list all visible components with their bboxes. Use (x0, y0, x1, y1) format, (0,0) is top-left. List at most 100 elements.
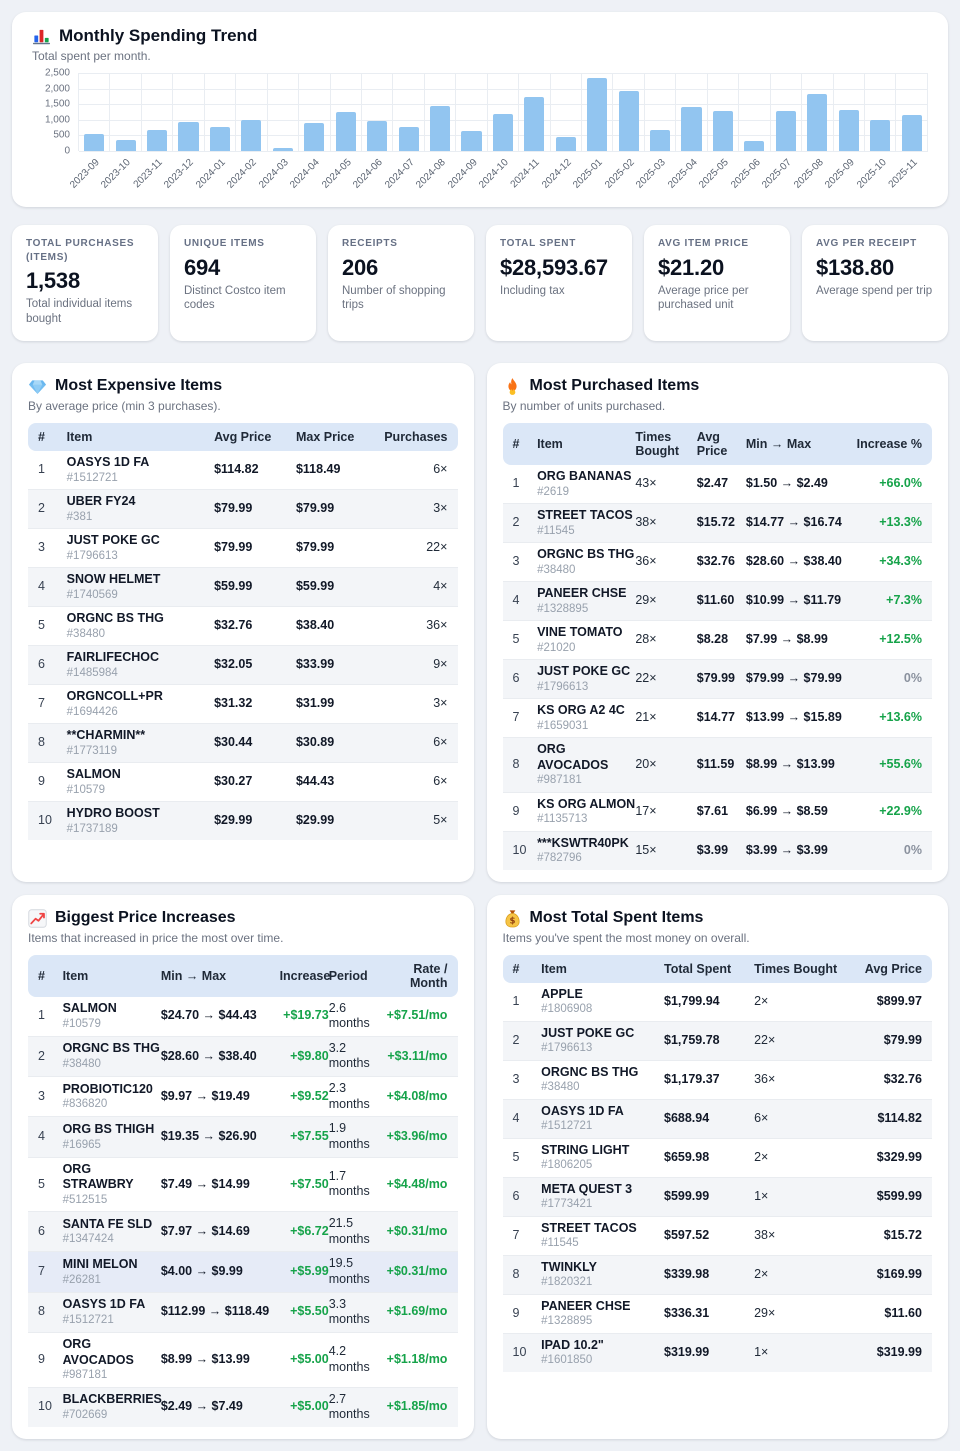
bar-2024-07 (398, 126, 419, 151)
cell-rank: 8 (38, 735, 45, 750)
item-name: **CHARMIN** (66, 727, 146, 742)
cell-increase: +$5.00 (290, 1351, 329, 1366)
cell-total: $599.99 (664, 1188, 710, 1203)
cell-increase: +$7.50 (290, 1176, 329, 1191)
table-row: 4 ORG BS THIGH #16965 $19.35 → $26.90 +$7.55… (28, 1117, 458, 1158)
bar-slot (268, 73, 300, 151)
table-row: 1 ORG BANANAS #2619 43× $2.47 $1.50 → $2.49 +6… (502, 465, 932, 504)
cell-item: SANTA FE SLD #1347424 (63, 1217, 161, 1247)
cell-rank: 4 (38, 579, 45, 594)
table-header-row: # Item Avg Price Max Price Purchases (28, 422, 458, 451)
table-row: 2 UBER FY24 #381 $79.99 $79.99 3× (28, 489, 458, 529)
bar-slot (676, 73, 708, 151)
x-tick-label: 2023-11 (131, 157, 165, 191)
cell-max: $79.99 (295, 540, 335, 555)
bar-slot (896, 73, 928, 151)
cell-minmax: $28.60 → $38.40 (745, 554, 842, 569)
cell-purchases: 5× (433, 813, 448, 828)
item-code: #1773119 (66, 744, 117, 757)
item-name: STREET TACOS (537, 507, 633, 522)
item-code: #10579 (62, 1017, 101, 1030)
x-tick-label: 2025-06 (728, 157, 763, 191)
item-code: #782796 (537, 852, 582, 865)
cell-rank: 3 (38, 1088, 45, 1103)
item-name: ORG AVOCADOS (537, 741, 609, 772)
cell-item: META QUEST 3 #1773421 (541, 1182, 664, 1212)
column-header-increase: Increase % (856, 436, 922, 451)
chart-x-axis: 2023-09 2023-10 2023-11 2023-12 2024-01 2024-… (68, 151, 928, 197)
chart-card-header: Monthly Spending Trend (32, 26, 928, 46)
cell-period: 2.6 months (328, 1000, 370, 1031)
cell-item: ORGNC BS THG #38480 (537, 547, 635, 577)
item-name: ORG AVOCADOS (62, 1336, 134, 1367)
stat-card-receipts: RECEIPTS 206 Number of shopping trips (328, 225, 474, 341)
bar-chart-icon (32, 27, 51, 46)
x-tick-label: 2025-05 (697, 157, 732, 191)
table-row: 10 ***KSWTR40PK #782796 15× $3.99 $3.99 → $3.… (502, 831, 932, 870)
table-row: 1 OASYS 1D FA #1512721 $114.82 $118.49 6× (28, 451, 458, 490)
cell-rank: 8 (512, 1266, 520, 1281)
table-card-header: Most Expensive Items (28, 377, 458, 396)
bar-2024-10 (492, 113, 513, 151)
cell-times: 36× (754, 1071, 776, 1086)
cell-increase: +13.3% (879, 515, 922, 530)
item-name: SALMON (66, 766, 121, 781)
item-code: #38480 (541, 1081, 580, 1094)
item-code: #1773421 (541, 1198, 593, 1211)
item-code: #987181 (537, 774, 582, 787)
item-name: TWINKLY (541, 1259, 597, 1274)
bar-2025-05 (712, 111, 733, 151)
x-tick-label: 2023-09 (67, 157, 102, 191)
tables-grid: Most Expensive Items By average price (m… (12, 362, 948, 1439)
cell-rank: 3 (38, 540, 45, 555)
monthly-spending-chart: 2,500 2,000 1,500 1,000 500 0 2023-09 2023-10 2… (32, 68, 928, 197)
item-code: #10579 (66, 783, 106, 796)
cell-increase: +7.3% (886, 593, 922, 608)
cell-max: $79.99 (295, 501, 335, 516)
bar-slot (362, 73, 394, 151)
cell-item: ORGNC BS THG #38480 (541, 1065, 664, 1095)
bar-2025-04 (681, 106, 702, 151)
cell-increase: +$9.52 (290, 1088, 329, 1103)
cell-item: OASYS 1D FA #1512721 (67, 455, 214, 485)
column-header-avg: Avg Price (864, 961, 922, 976)
chart-subtitle: Total spent per month. (32, 49, 151, 63)
item-code: #1328895 (541, 1315, 593, 1328)
bar-slot (613, 73, 645, 151)
stat-card-total-purchases: TOTAL PURCHASES (ITEMS) 1,538 Total indi… (12, 225, 158, 341)
most-purchased-items-card: Most Purchased Items By number of units … (486, 362, 948, 882)
y-tick-label: 2,500 (44, 67, 70, 79)
table-card-header: Biggest Price Increases (28, 908, 458, 928)
cell-item: KS ORG A2 4C #1659031 (537, 703, 635, 733)
cell-rate: +$1.18/mo (386, 1351, 448, 1366)
cell-times: 2× (754, 993, 769, 1008)
item-code: #1796613 (66, 549, 118, 562)
cell-times: 28× (635, 632, 657, 647)
cell-avg: $79.99 (883, 1032, 922, 1047)
chart-y-axis: 2,500 2,000 1,500 1,000 500 0 (32, 68, 78, 157)
cell-item: ORGNC BS THG #38480 (63, 1041, 161, 1071)
cell-minmax: $1.50 → $2.49 (745, 476, 828, 491)
cell-times: 1× (754, 1344, 769, 1359)
table-row: 8 TWINKLY #1820321 $339.98 2× $169.99 (502, 1255, 932, 1295)
chart-title: Monthly Spending Trend (59, 26, 258, 45)
bar-2025-02 (618, 90, 639, 151)
column-header-increase: Increase (279, 968, 331, 983)
cell-item: ORG STRAWBRY #512515 (63, 1162, 161, 1208)
cell-avg: $32.76 (883, 1071, 922, 1086)
cell-rank: 5 (512, 1149, 520, 1164)
bar-slot (173, 73, 205, 151)
bar-2025-11 (901, 114, 922, 151)
table-row: 3 ORGNC BS THG #38480 36× $32.76 $28.60 → $38… (502, 543, 932, 582)
cell-rank: 7 (38, 1264, 45, 1279)
cell-item: SALMON #10579 (67, 767, 214, 797)
table-title: Most Expensive Items (55, 377, 223, 395)
cell-rank: 2 (38, 501, 45, 516)
item-code: #38480 (62, 1058, 101, 1070)
item-code: #16965 (62, 1138, 101, 1151)
table-row: 5 ORGNC BS THG #38480 $32.76 $38.40 36× (28, 607, 458, 646)
bar-2024-09 (461, 131, 482, 151)
cell-rate: +$1.69/mo (386, 1304, 448, 1319)
bar-2024-12 (555, 137, 576, 151)
item-code: #1796613 (541, 1042, 593, 1055)
